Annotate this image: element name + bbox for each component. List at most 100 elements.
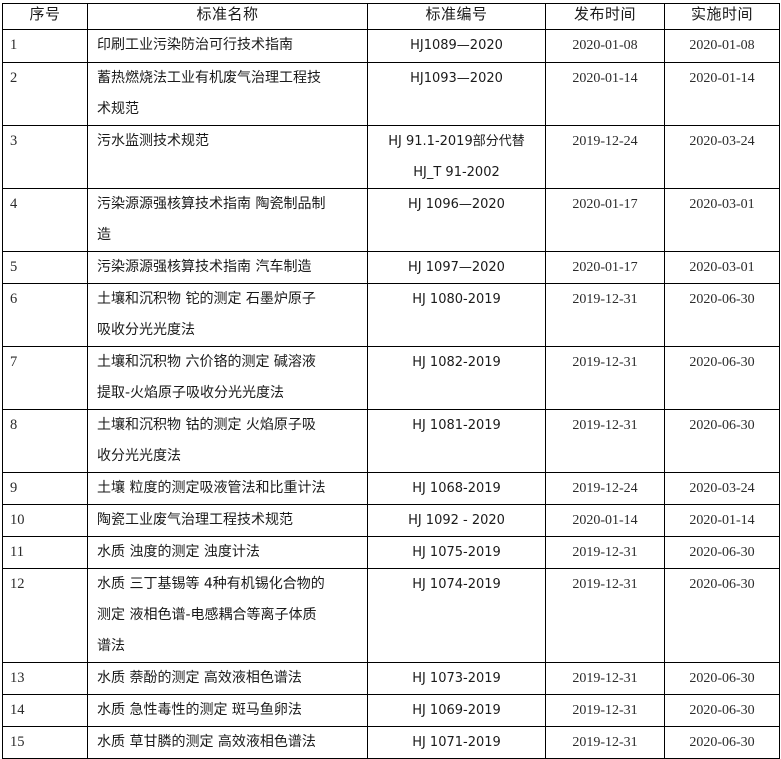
cell-standard-name-text: 水质 急性毒性的测定 斑马鱼卵法	[97, 702, 302, 718]
cell-effective-date-text: 2020-03-01	[689, 197, 755, 212]
column-header-effective-label: 实施时间	[690, 7, 753, 23]
cell-standard-name-text: 水质 浊度的测定 浊度计法	[97, 544, 260, 560]
cell-sequence-number: 10	[2, 504, 88, 537]
cell-standard-code-text: HJ_T 91-2002	[413, 165, 500, 180]
cell-published-date: 2020-01-14	[545, 62, 665, 126]
cell-standard-name-text: 污水监测技术规范	[97, 133, 209, 149]
cell-sequence-number: 7	[2, 346, 88, 410]
cell-standard-code: HJ1089—2020	[367, 29, 546, 63]
cell-published-date-text: 2020-01-14	[572, 71, 638, 86]
cell-effective-date-text: 2020-06-30	[689, 355, 755, 370]
cell-standard-code: HJ 1092 - 2020	[367, 504, 546, 537]
table-row: 11 水质 浊度的测定 浊度计法 HJ 1075-2019 2019-12-31 202…	[2, 536, 780, 569]
cell-standard-name: 污染源源强核算技术指南 陶瓷制品制造	[87, 188, 368, 252]
table-row: 4 污染源源强核算技术指南 陶瓷制品制造 HJ 1096—2020 2020-01-1…	[2, 188, 780, 252]
cell-sequence-number-text: 4	[10, 196, 18, 212]
cell-effective-date: 2020-01-08	[664, 29, 780, 63]
cell-standard-code: HJ 91.1-2019部分代替 HJ_T 91-2002	[367, 125, 546, 189]
cell-published-date-text: 2019-12-31	[572, 292, 638, 307]
cell-sequence-number-text: 14	[10, 702, 25, 718]
cell-published-date: 2019-12-24	[545, 472, 665, 505]
cell-effective-date-text: 2020-06-30	[689, 292, 755, 307]
cell-standard-name-text: 谱法	[97, 638, 125, 654]
cell-standard-name: 陶瓷工业废气治理工程技术规范	[87, 504, 368, 537]
cell-standard-name-text: 吸收分光光度法	[97, 322, 195, 338]
cell-sequence-number: 5	[2, 251, 88, 284]
cell-sequence-number: 13	[2, 662, 88, 695]
cell-standard-code-text: HJ 1068-2019	[412, 481, 501, 496]
cell-standard-code: HJ 1097—2020	[367, 251, 546, 284]
cell-standard-code: HJ 1073-2019	[367, 662, 546, 695]
cell-sequence-number-text: 13	[10, 670, 25, 686]
cell-standard-name: 土壤 粒度的测定吸液管法和比重计法	[87, 472, 368, 505]
table-row: 8 土壤和沉积物 钴的测定 火焰原子吸 收分光光度法 HJ 1081-2019 2019…	[2, 409, 780, 473]
cell-standard-code-text: HJ 1073-2019	[412, 671, 501, 686]
cell-effective-date: 2020-06-30	[664, 568, 780, 663]
cell-standard-name: 污水监测技术规范	[87, 125, 368, 189]
cell-standard-code: HJ1093—2020	[367, 62, 546, 126]
column-header-name: 标准名称	[87, 3, 368, 30]
cell-standard-code-text: HJ1093—2020	[410, 71, 503, 86]
cell-standard-name-text: 土壤 粒度的测定吸液管法和比重计法	[97, 480, 326, 496]
cell-published-date-text: 2019-12-31	[572, 545, 638, 560]
table-row: 6 土壤和沉积物 铊的测定 石墨炉原子 吸收分光光度法 HJ 1080-2019 201…	[2, 283, 780, 347]
table-row: 2 蓄热燃烧法工业有机废气治理工程技 术规范 HJ1093—2020 2020-01-1…	[2, 62, 780, 126]
cell-standard-name-text: 提取-火焰原子吸收分光光度法	[97, 385, 285, 401]
cell-standard-name-text: 陶瓷工业废气治理工程技术规范	[97, 512, 293, 528]
cell-sequence-number-text: 6	[10, 291, 18, 307]
cell-sequence-number: 12	[2, 568, 88, 663]
cell-sequence-number: 15	[2, 726, 88, 759]
cell-standard-name: 水质 浊度的测定 浊度计法	[87, 536, 368, 569]
cell-sequence-number: 14	[2, 694, 88, 727]
cell-standard-code-text: HJ 1092 - 2020	[408, 513, 505, 528]
cell-sequence-number-text: 11	[10, 544, 24, 560]
cell-published-date-text: 2019-12-31	[572, 418, 638, 433]
cell-sequence-number: 9	[2, 472, 88, 505]
cell-effective-date: 2020-06-30	[664, 283, 780, 347]
cell-standard-code: HJ 1080-2019	[367, 283, 546, 347]
table-row: 14 水质 急性毒性的测定 斑马鱼卵法 HJ 1069-2019 2019-12-31…	[2, 694, 780, 727]
cell-published-date: 2020-01-14	[545, 504, 665, 537]
table-row: 1 印刷工业污染防治可行技术指南 HJ1089—2020 2020-01-08 2020…	[2, 29, 780, 63]
cell-standard-name: 水质 萘酚的测定 高效液相色谱法	[87, 662, 368, 695]
table-row: 3 污水监测技术规范 HJ 91.1-2019部分代替 HJ_T 91-2002 201…	[2, 125, 780, 189]
cell-published-date: 2019-12-31	[545, 694, 665, 727]
cell-standard-name-text: 造	[97, 227, 111, 243]
cell-sequence-number: 3	[2, 125, 88, 189]
cell-standard-name-text: 土壤和沉积物 铊的测定 石墨炉原子	[97, 291, 316, 307]
cell-standard-code-text: HJ 1082-2019	[412, 355, 501, 370]
cell-sequence-number: 2	[2, 62, 88, 126]
table-body: 1 印刷工业污染防治可行技术指南 HJ1089—2020 2020-01-08 2020…	[2, 29, 780, 759]
cell-published-date: 2019-12-31	[545, 568, 665, 663]
cell-sequence-number-text: 7	[10, 354, 18, 370]
cell-sequence-number: 4	[2, 188, 88, 252]
cell-effective-date-text: 2020-06-30	[689, 703, 755, 718]
cell-sequence-number: 6	[2, 283, 88, 347]
cell-sequence-number-text: 2	[10, 70, 18, 86]
cell-standard-name-text: 印刷工业污染防治可行技术指南	[97, 37, 293, 53]
cell-effective-date-text: 2020-01-14	[689, 513, 755, 528]
cell-sequence-number-text: 10	[10, 512, 25, 528]
cell-effective-date-text: 2020-06-30	[689, 545, 755, 560]
cell-effective-date: 2020-03-01	[664, 251, 780, 284]
cell-effective-date-text: 2020-06-30	[689, 577, 755, 592]
cell-published-date-text: 2019-12-31	[572, 355, 638, 370]
cell-published-date-text: 2019-12-24	[572, 481, 638, 496]
cell-standard-code: HJ 1075-2019	[367, 536, 546, 569]
column-header-effective: 实施时间	[664, 3, 780, 30]
column-header-name-label: 标准名称	[196, 7, 259, 23]
cell-sequence-number: 8	[2, 409, 88, 473]
cell-published-date: 2020-01-17	[545, 188, 665, 252]
cell-effective-date-text: 2020-03-01	[689, 260, 755, 275]
cell-standard-code-text: HJ 1080-2019	[412, 292, 501, 307]
cell-standard-code: HJ 1069-2019	[367, 694, 546, 727]
cell-effective-date: 2020-06-30	[664, 536, 780, 569]
cell-effective-date: 2020-06-30	[664, 694, 780, 727]
cell-effective-date: 2020-06-30	[664, 726, 780, 759]
cell-standard-code: HJ 1071-2019	[367, 726, 546, 759]
cell-standard-name: 水质 急性毒性的测定 斑马鱼卵法	[87, 694, 368, 727]
cell-published-date: 2019-12-24	[545, 125, 665, 189]
cell-standard-code-text: HJ 1081-2019	[412, 418, 501, 433]
cell-standard-name-text: 土壤和沉积物 六价铬的测定 碱溶液	[97, 354, 316, 370]
